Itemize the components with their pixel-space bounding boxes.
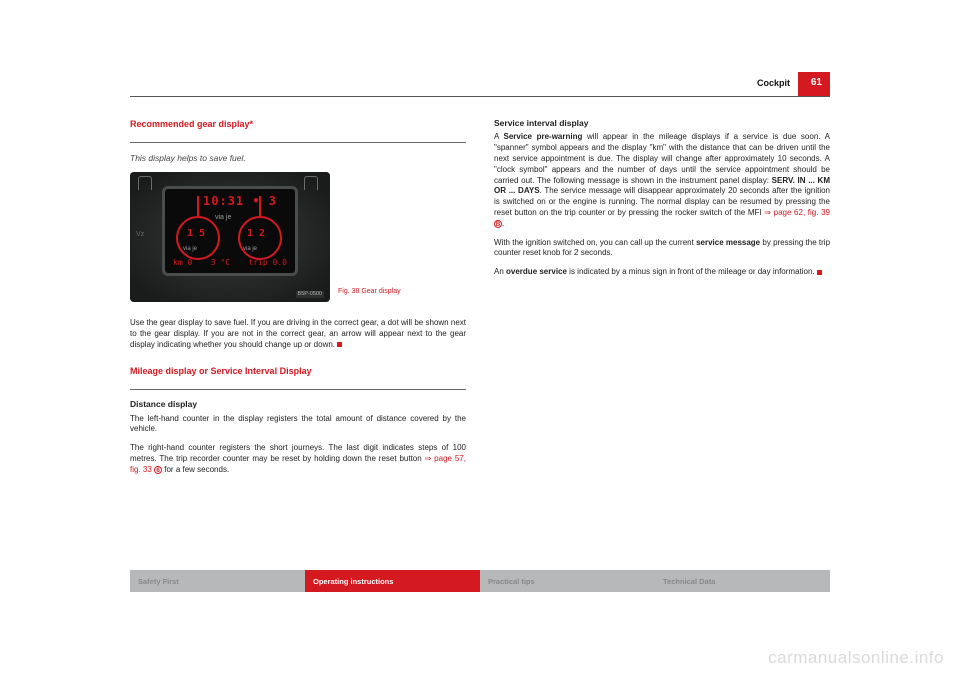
gear-display-paragraph: Use the gear display to save fuel. If yo… [130,318,466,350]
distance-paragraph-1: The left-hand counter in the display reg… [130,414,466,436]
service-paragraph-2: With the ignition switched on, you can c… [494,238,830,260]
para-text: for a few seconds. [162,465,229,474]
ref-marker-b: B [494,220,502,228]
section-title: Cockpit [757,78,790,88]
end-marker-icon [817,270,822,275]
page-number: 61 [811,77,822,88]
bold-text: overdue service [506,267,567,276]
page-ref-link[interactable]: ⇒ page 62, fig. 39 [764,208,830,217]
heading-recommended-gear: Recommended gear display* [130,118,466,130]
trip-value: 0.0 [273,258,287,267]
page-number-box: 61 [798,72,830,96]
header-rule [130,96,830,97]
divider [130,142,466,143]
para-text: A [494,132,504,141]
distance-paragraph-2: The right-hand counter registers the sho… [130,443,466,475]
callout-circle-left [176,216,220,260]
footer-tab-practical[interactable]: Practical tips [480,570,655,592]
bold-text: Service pre-warning [504,132,583,141]
screen-bottom-row: km 0 3 °C trip 0.0 [173,258,287,269]
end-marker-icon [337,342,342,347]
sub-service-interval: Service interval display [494,118,830,129]
screen-viaje: via je [215,213,231,222]
callout-line-left [197,196,199,216]
bold-text: service message [696,238,760,247]
footer-tab-operating[interactable]: Operating instructions [305,570,480,592]
subtitle-save-fuel: This display helps to save fuel. [130,153,466,164]
service-paragraph-1: A Service pre-warning will appear in the… [494,132,830,229]
gear-display-image: Vz 10:31 • 3 via je 1 5 1 2 via je via j… [130,172,330,302]
ref-marker-6: 6 [154,466,162,474]
figure-caption: Fig. 38 Gear display [338,287,458,296]
para-text: is indicated by a minus sign in front of… [567,267,815,276]
left-column: Recommended gear display* This display h… [130,118,466,484]
km-label: km [173,258,183,267]
para-text: Use the gear display to save fuel. If yo… [130,318,466,349]
footer-tab-technical[interactable]: Technical Data [655,570,830,592]
watermark: carmanualsonline.info [768,648,944,668]
fuel-gauge-icon [138,176,156,198]
km-value: 0 [187,258,192,267]
right-column: Service interval display A Service pre-w… [494,118,830,484]
temp-gauge-icon [304,176,322,198]
footer-tabs: Safety First Operating instructions Prac… [130,570,830,592]
temp-value: 3 °C [211,258,230,269]
screen-time: 10:31 • 3 [203,193,277,209]
heading-mileage: Mileage display or Service Interval Disp… [130,365,466,377]
divider [130,389,466,390]
figure-code: B5P-0500 [296,291,324,298]
para-text: With the ignition switched on, you can c… [494,238,696,247]
para-text: The right-hand counter registers the sho… [130,443,466,463]
service-paragraph-3: An overdue service is indicated by a min… [494,267,830,278]
figure-38: Vz 10:31 • 3 via je 1 5 1 2 via je via j… [130,172,466,318]
callout-line-right [259,196,261,216]
content-columns: Recommended gear display* This display h… [130,118,830,484]
para-text: An [494,267,506,276]
sub-distance-display: Distance display [130,399,466,410]
para-text: . [502,219,504,228]
manual-page: Cockpit 61 Recommended gear display* Thi… [0,0,960,678]
footer-tab-safety[interactable]: Safety First [130,570,305,592]
vz-label: Vz [136,230,144,239]
callout-circle-right [238,216,282,260]
